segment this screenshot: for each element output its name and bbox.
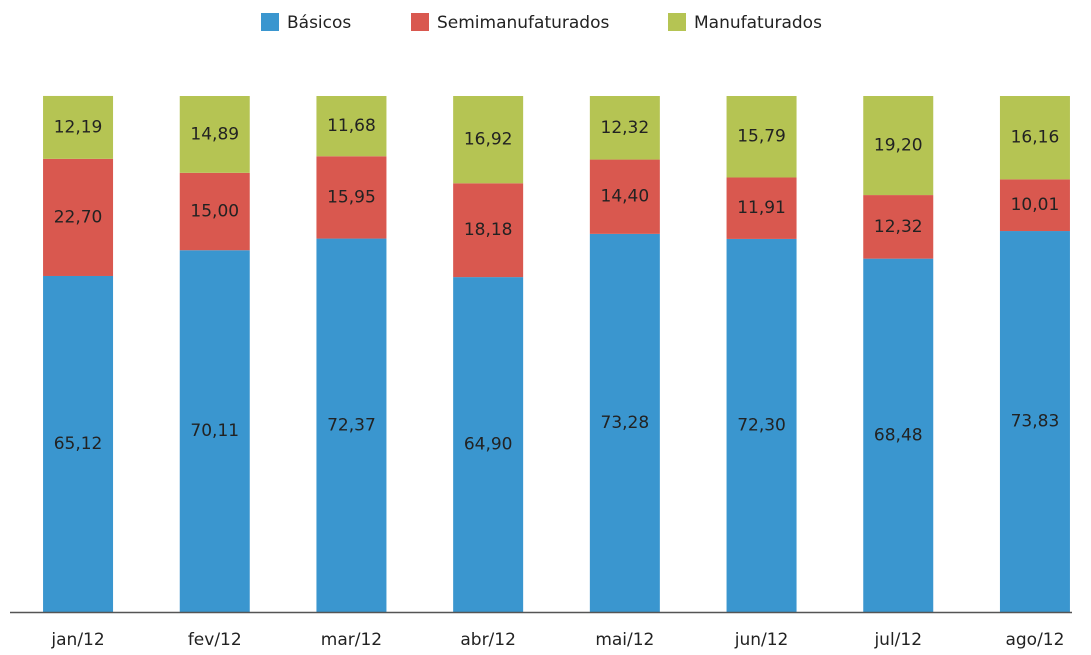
legend-label: Semimanufaturados (437, 13, 610, 33)
data-label: 15,00 (190, 202, 239, 222)
data-label: 16,16 (1011, 128, 1060, 148)
data-label: 64,90 (464, 435, 513, 455)
bar-segment (863, 96, 934, 196)
bar-segment (863, 258, 934, 612)
data-label: 73,28 (601, 413, 650, 433)
data-label: 18,18 (464, 220, 513, 240)
bar-segment (863, 195, 934, 259)
bar-segment (316, 238, 387, 612)
legend-label: Básicos (287, 13, 351, 33)
bar-segment (589, 159, 660, 234)
data-label: 68,48 (874, 425, 923, 445)
data-label: 12,19 (54, 117, 103, 137)
legend-swatch (668, 13, 686, 31)
data-label: 73,83 (1011, 412, 1060, 432)
data-label: 15,79 (737, 127, 786, 147)
data-label: 72,37 (327, 415, 376, 435)
bar-segment (316, 156, 387, 239)
bar-segment (43, 275, 114, 612)
bar-segment (726, 238, 797, 612)
data-label: 12,32 (601, 118, 650, 138)
legend-label: Manufaturados (694, 13, 822, 33)
bar-segment (999, 96, 1070, 180)
x-tick-label: mai/12 (595, 630, 654, 650)
bar-segment (726, 96, 797, 178)
data-label: 70,11 (190, 421, 239, 441)
data-label: 11,68 (327, 116, 376, 136)
bar-segment (43, 158, 114, 276)
bar-segment (999, 179, 1070, 232)
data-label: 14,40 (601, 187, 650, 207)
bar-segment (589, 233, 660, 613)
bar-segment (453, 277, 524, 612)
bar-segment (453, 183, 524, 278)
data-label: 19,20 (874, 136, 923, 156)
x-tick-label: fev/12 (188, 630, 242, 650)
bar-segment (589, 96, 660, 160)
legend-swatch (261, 13, 279, 31)
data-label: 15,95 (327, 187, 376, 207)
x-tick-label: jun/12 (734, 630, 789, 650)
x-tick-label: jan/12 (50, 630, 104, 650)
bar-segment (453, 96, 524, 184)
bar-segment (179, 96, 250, 173)
data-label: 72,30 (737, 415, 786, 435)
legend-swatch (411, 13, 429, 31)
data-label: 16,92 (464, 130, 513, 150)
bar-segment (726, 177, 797, 239)
x-tick-label: ago/12 (1005, 630, 1064, 650)
bar-segment (316, 96, 387, 157)
data-label: 11,91 (737, 198, 786, 218)
bar-segment (43, 95, 114, 159)
bar-segment (999, 231, 1070, 612)
data-label: 12,32 (874, 217, 923, 237)
data-label: 14,89 (190, 124, 239, 144)
data-label: 10,01 (1011, 195, 1060, 215)
x-tick-label: mar/12 (321, 630, 382, 650)
bar-segment (179, 250, 250, 612)
bar-segment (179, 172, 250, 251)
data-label: 22,70 (54, 207, 103, 227)
x-tick-label: jul/12 (873, 630, 922, 650)
data-label: 65,12 (54, 434, 103, 454)
x-tick-label: abr/12 (460, 630, 516, 650)
